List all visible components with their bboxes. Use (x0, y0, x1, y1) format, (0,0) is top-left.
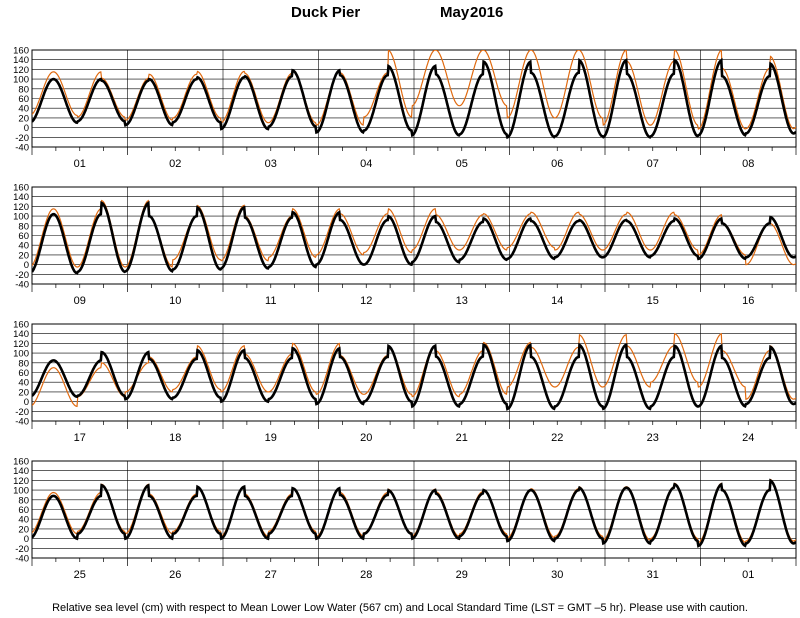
chart-title: Duck Pier May 2016 (0, 4, 800, 26)
y-tick-label: 0 (24, 534, 29, 545)
panel-frame (31, 49, 797, 148)
panel-frame (31, 460, 797, 559)
y-tick-label: 140 (13, 466, 29, 477)
day-label: 12 (360, 295, 372, 307)
title-month: May (440, 4, 470, 21)
y-tick-label: 100 (13, 486, 29, 497)
predicted-series-line (32, 57, 796, 140)
day-label: 27 (265, 569, 277, 581)
footnote: Relative sea level (cm) with respect to … (52, 602, 748, 614)
y-tick-label: 120 (13, 65, 29, 76)
y-tick-label: 160 (13, 46, 29, 57)
day-label: 01 (742, 569, 754, 581)
y-tick-label: 60 (18, 505, 29, 516)
y-tick-label: 140 (13, 55, 29, 66)
y-tick-label: 80 (18, 84, 29, 95)
day-label: 17 (74, 432, 86, 444)
y-tick-label: 80 (18, 495, 29, 506)
day-label: 13 (456, 295, 468, 307)
y-tick-label: 20 (18, 113, 29, 124)
day-label: 15 (647, 295, 659, 307)
panel-frame (31, 323, 797, 422)
y-tick-label: 120 (13, 339, 29, 350)
y-tick-label: 0 (24, 123, 29, 134)
day-label: 04 (360, 158, 372, 170)
y-tick-label: -20 (15, 407, 29, 418)
y-tick-label: -20 (15, 133, 29, 144)
y-tick-label: 140 (13, 192, 29, 203)
day-label: 09 (74, 295, 86, 307)
y-tick-label: 100 (13, 349, 29, 360)
day-label: 02 (169, 158, 181, 170)
y-tick-label: 120 (13, 202, 29, 213)
day-label: 14 (551, 295, 563, 307)
predicted-series-line (32, 342, 796, 411)
predicted-series-line (32, 200, 796, 275)
y-tick-label: -20 (15, 270, 29, 281)
day-label: 06 (551, 158, 563, 170)
y-tick-label: 40 (18, 241, 29, 252)
day-label: 29 (456, 569, 468, 581)
day-label: 24 (742, 432, 754, 444)
day-label: 11 (265, 295, 276, 307)
day-label: 16 (742, 295, 754, 307)
day-label: 28 (360, 569, 372, 581)
y-tick-label: 20 (18, 524, 29, 535)
day-label: 01 (74, 158, 86, 170)
day-label: 25 (74, 569, 86, 581)
y-tick-label: 100 (13, 75, 29, 86)
y-tick-label: 40 (18, 104, 29, 115)
day-label: 31 (647, 569, 659, 581)
y-tick-label: 80 (18, 358, 29, 369)
y-tick-label: 40 (18, 378, 29, 389)
y-tick-label: 120 (13, 476, 29, 487)
y-tick-label: -40 (15, 417, 29, 428)
day-label: 10 (169, 295, 181, 307)
day-label: 26 (169, 569, 181, 581)
y-tick-label: 160 (13, 183, 29, 194)
y-tick-label: 80 (18, 221, 29, 232)
y-tick-label: 60 (18, 94, 29, 105)
day-label: 07 (647, 158, 659, 170)
day-label: 23 (647, 432, 659, 444)
y-tick-label: 60 (18, 231, 29, 242)
y-tick-label: -20 (15, 544, 29, 555)
y-tick-label: -40 (15, 143, 29, 154)
predicted-series-line (32, 478, 796, 548)
y-tick-label: 60 (18, 368, 29, 379)
observed-series-line (32, 50, 796, 130)
title-station: Duck Pier (291, 4, 361, 21)
day-label: 05 (456, 158, 468, 170)
day-label: 18 (169, 432, 181, 444)
y-tick-label: 20 (18, 387, 29, 398)
day-label: 30 (551, 569, 563, 581)
y-tick-label: 160 (13, 457, 29, 468)
day-label: 08 (742, 158, 754, 170)
day-label: 03 (265, 158, 277, 170)
day-label: 19 (265, 432, 277, 444)
y-tick-label: 0 (24, 260, 29, 271)
day-label: 21 (456, 432, 468, 444)
y-tick-label: 140 (13, 329, 29, 340)
y-tick-label: 0 (24, 397, 29, 408)
y-tick-label: 100 (13, 212, 29, 223)
day-label: 20 (360, 432, 372, 444)
y-tick-label: 160 (13, 320, 29, 331)
y-tick-label: -40 (15, 280, 29, 291)
y-tick-label: 20 (18, 250, 29, 261)
day-label: 22 (551, 432, 563, 444)
title-year: 2016 (470, 4, 504, 21)
observed-series-line (32, 332, 796, 408)
y-tick-label: -40 (15, 554, 29, 565)
panel-frame (31, 186, 797, 285)
y-tick-label: 40 (18, 515, 29, 526)
